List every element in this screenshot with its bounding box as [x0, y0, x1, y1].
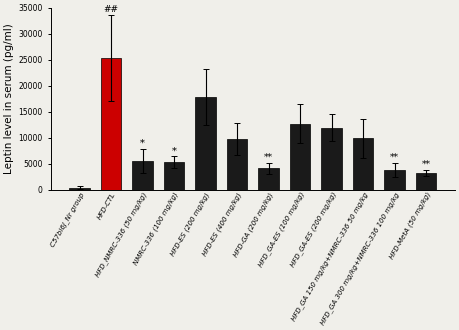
Text: **: ** [390, 153, 399, 162]
Bar [101, 58, 121, 190]
Bar [196, 97, 216, 190]
Text: ##: ## [104, 5, 118, 14]
Bar [227, 139, 247, 190]
Bar [132, 161, 153, 190]
Bar [353, 138, 374, 190]
Bar [385, 170, 405, 190]
Bar [290, 124, 310, 190]
Bar [258, 168, 279, 190]
Y-axis label: Leptin level in serum (pg/ml): Leptin level in serum (pg/ml) [4, 23, 14, 174]
Bar [416, 173, 437, 190]
Text: *: * [172, 147, 177, 155]
Text: **: ** [422, 160, 431, 169]
Bar [321, 128, 342, 190]
Bar [164, 162, 185, 190]
Bar [69, 188, 90, 190]
Text: **: ** [264, 153, 273, 162]
Text: *: * [140, 139, 145, 148]
